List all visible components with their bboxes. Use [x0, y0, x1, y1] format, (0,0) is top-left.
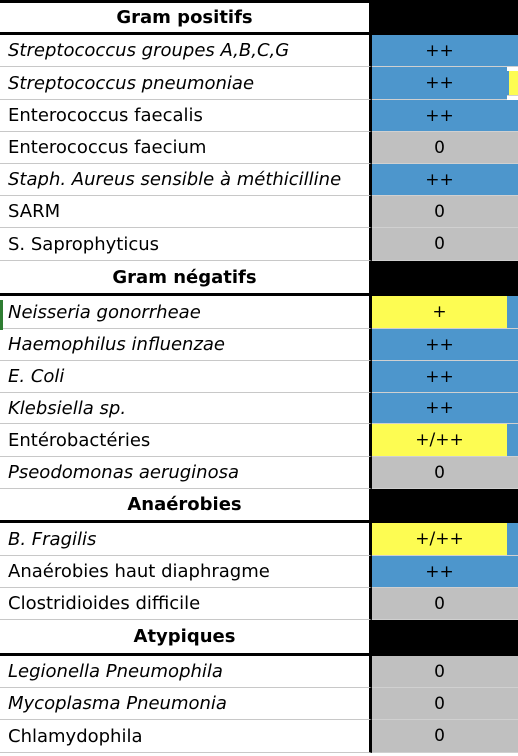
activity-cell[interactable]: ++: [372, 556, 507, 588]
next-column-cell[interactable]: [507, 720, 518, 753]
section-header-row: Anaérobies: [0, 489, 518, 523]
next-column-cell[interactable]: [507, 3, 518, 35]
next-column-cell[interactable]: [507, 132, 518, 164]
activity-cell[interactable]: ++: [372, 361, 507, 393]
table-row: Staph. Aureus sensible à méthicilline ++: [0, 164, 518, 196]
table-row: B. Fragilis +/++: [0, 523, 518, 556]
next-column-cell[interactable]: [507, 100, 518, 132]
organism-name[interactable]: Anaérobies haut diaphragme: [0, 556, 372, 588]
table-row: Anaérobies haut diaphragme ++: [0, 556, 518, 588]
next-column-cell[interactable]: [507, 424, 518, 457]
table-row: Clostridioides difficile 0: [0, 588, 518, 620]
table-row: Streptococcus pneumoniae ++: [0, 67, 518, 100]
organism-name[interactable]: Neisseria gonorrheae: [0, 296, 372, 329]
table-row: E. Coli ++: [0, 361, 518, 393]
organism-name[interactable]: Clostridioides difficile: [0, 588, 372, 620]
next-column-cell[interactable]: [507, 688, 518, 720]
activity-cell[interactable]: 0: [372, 132, 507, 164]
next-column-cell[interactable]: [507, 361, 518, 393]
section-title[interactable]: Gram négatifs: [0, 261, 372, 296]
section-header-fill[interactable]: [372, 620, 507, 656]
table-row: Streptococcus groupes A,B,C,G ++: [0, 35, 518, 67]
section-title[interactable]: Gram positifs: [0, 3, 372, 35]
table-row: Pseodomonas aeruginosa 0: [0, 457, 518, 489]
next-column-cell[interactable]: [507, 588, 518, 620]
organism-name[interactable]: Haemophilus influenzae: [0, 329, 372, 361]
next-column-cell[interactable]: [507, 523, 518, 556]
section-title[interactable]: Anaérobies: [0, 489, 372, 523]
table-row: Legionella Pneumophila 0: [0, 656, 518, 688]
activity-cell[interactable]: 0: [372, 196, 507, 228]
table-top-border: [0, 0, 518, 3]
next-column-cell[interactable]: [507, 393, 518, 424]
activity-cell[interactable]: 0: [372, 457, 507, 489]
organism-name[interactable]: Streptococcus pneumoniae: [0, 67, 372, 100]
organism-name[interactable]: Entérobactéries: [0, 424, 372, 457]
next-column-cell[interactable]: [507, 329, 518, 361]
activity-cell[interactable]: ++: [372, 35, 507, 67]
activity-cell[interactable]: 0: [372, 656, 507, 688]
table-row: Neisseria gonorrheae +: [0, 296, 518, 329]
table-row: Haemophilus influenzae ++: [0, 329, 518, 361]
next-column-cell[interactable]: [507, 656, 518, 688]
table-row: Klebsiella sp. ++: [0, 393, 518, 424]
organism-name[interactable]: Staph. Aureus sensible à méthicilline: [0, 164, 372, 196]
section-title[interactable]: Atypiques: [0, 620, 372, 656]
next-column-cell[interactable]: [507, 457, 518, 489]
organism-name[interactable]: E. Coli: [0, 361, 372, 393]
section-header-fill[interactable]: [372, 261, 507, 296]
organism-name[interactable]: Enterococcus faecium: [0, 132, 372, 164]
next-column-cell[interactable]: [507, 196, 518, 228]
next-column-cell[interactable]: [507, 556, 518, 588]
organism-name[interactable]: B. Fragilis: [0, 523, 372, 556]
table-row: S. Saprophyticus 0: [0, 228, 518, 261]
next-column-cell[interactable]: [507, 261, 518, 296]
activity-cell[interactable]: ++: [372, 164, 507, 196]
next-column-cell[interactable]: [507, 489, 518, 523]
activity-cell[interactable]: ++: [372, 100, 507, 132]
organism-name[interactable]: Streptococcus groupes A,B,C,G: [0, 35, 372, 67]
next-column-cell[interactable]: [507, 35, 518, 67]
organism-name[interactable]: Chlamydophila: [0, 720, 372, 753]
activity-cell[interactable]: 0: [372, 588, 507, 620]
activity-cell[interactable]: ++: [372, 329, 507, 361]
organism-name[interactable]: SARM: [0, 196, 372, 228]
section-header-row: Gram négatifs: [0, 261, 518, 296]
organism-name[interactable]: Enterococcus faecalis: [0, 100, 372, 132]
section-header-fill[interactable]: [372, 489, 507, 523]
organism-name[interactable]: Mycoplasma Pneumonia: [0, 688, 372, 720]
activity-cell[interactable]: +: [372, 296, 507, 329]
activity-cell[interactable]: +/++: [372, 424, 507, 457]
organism-name[interactable]: Pseodomonas aeruginosa: [0, 457, 372, 489]
table-row: SARM 0: [0, 196, 518, 228]
table-row: Enterococcus faecium 0: [0, 132, 518, 164]
organism-name[interactable]: Legionella Pneumophila: [0, 656, 372, 688]
next-column-cell[interactable]: [507, 296, 518, 329]
next-column-cell[interactable]: [507, 164, 518, 196]
table-row: Enterococcus faecalis ++: [0, 100, 518, 132]
organism-name[interactable]: S. Saprophyticus: [0, 228, 372, 261]
section-header-row: Atypiques: [0, 620, 518, 656]
table-row: Entérobactéries +/++: [0, 424, 518, 457]
cell-selection-marker: [0, 300, 3, 330]
activity-cell[interactable]: 0: [372, 688, 507, 720]
activity-cell[interactable]: 0: [372, 720, 507, 753]
section-header-fill[interactable]: [372, 3, 507, 35]
activity-cell[interactable]: ++: [372, 393, 507, 424]
section-header-row: Gram positifs: [0, 3, 518, 35]
next-column-cell[interactable]: [507, 228, 518, 261]
table-row: Mycoplasma Pneumonia 0: [0, 688, 518, 720]
table-row: Chlamydophila 0: [0, 720, 518, 753]
organism-name[interactable]: Klebsiella sp.: [0, 393, 372, 424]
activity-cell[interactable]: 0: [372, 228, 507, 261]
activity-cell[interactable]: ++: [372, 67, 507, 100]
next-column-cell[interactable]: [507, 620, 518, 656]
next-column-cell[interactable]: [507, 71, 518, 96]
activity-cell[interactable]: +/++: [372, 523, 507, 556]
